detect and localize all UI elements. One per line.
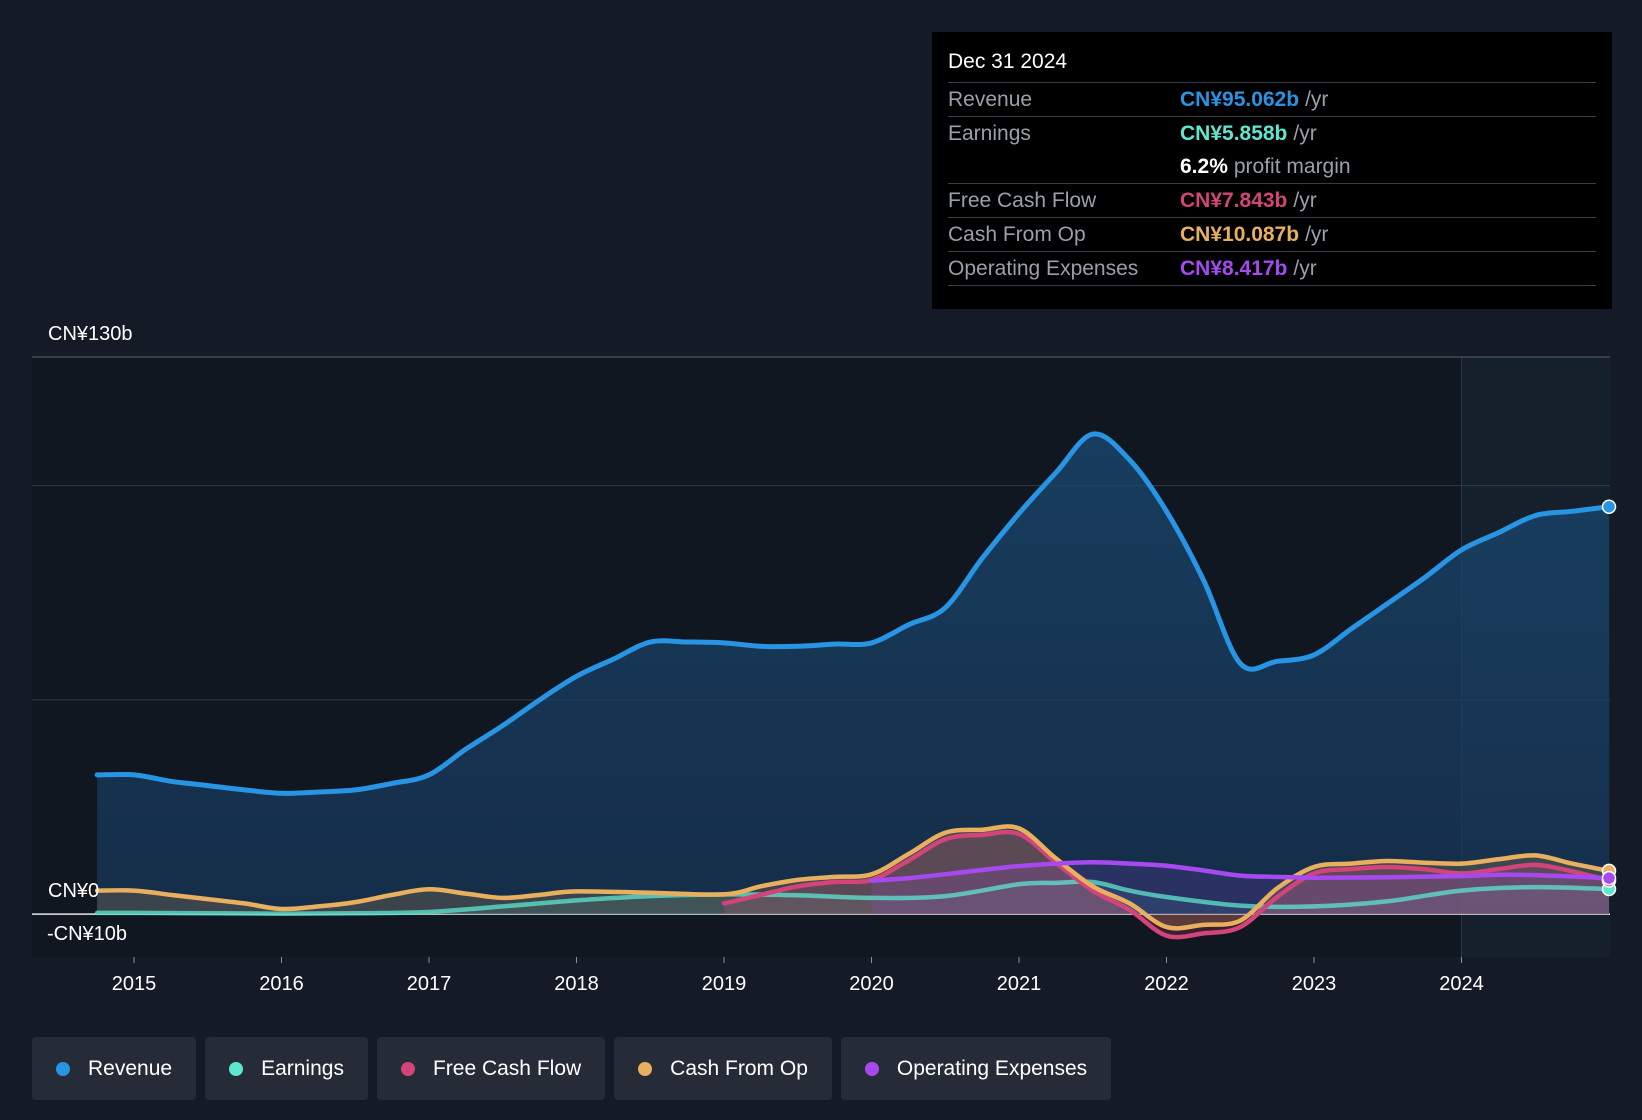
tooltip-row-value: 6.2% (1180, 154, 1228, 178)
x-tick-label: 2018 (554, 973, 599, 995)
legend-dot-icon (229, 1061, 244, 1076)
x-tick-label: 2023 (1292, 973, 1337, 995)
earnings-line[interactable] (94, 879, 1612, 916)
x-tick-label: 2017 (407, 973, 452, 995)
tooltip-row-label: Revenue (948, 87, 1033, 111)
x-tick-label: 2019 (702, 973, 747, 995)
tooltip-row: Earnings CN¥5.858b/yr (948, 116, 1596, 150)
legend-dot-icon (638, 1061, 653, 1076)
legend-dot-icon (56, 1061, 70, 1076)
tooltip-row-value: CN¥7.843b (1180, 188, 1288, 212)
tooltip-row-unit: /yr (1305, 222, 1329, 246)
legend-item-revenue[interactable]: Revenue (32, 1037, 197, 1100)
y-axis-zero-label: CN¥0 (48, 880, 99, 902)
legend-item-label: Operating Expenses (896, 1056, 1088, 1080)
x-tick-label: 2021 (997, 973, 1042, 995)
operating-expenses-line[interactable] (869, 860, 1612, 883)
tooltip-row-value: CN¥8.417b (1180, 256, 1288, 280)
revenue-area (97, 433, 1610, 915)
legend-item-cash-from-op[interactable]: Cash From Op (614, 1037, 832, 1100)
free-cash-flow-area (724, 831, 1609, 938)
tooltip-row-value: CN¥95.062b (1180, 87, 1300, 111)
legend-item-earnings[interactable]: Earnings (205, 1037, 368, 1100)
data-tooltip: Dec 31 2024 Revenue CN¥95.062b/yr Earnings… (932, 32, 1612, 309)
x-tick-label: 2020 (849, 973, 894, 995)
legend-item-operating-expenses[interactable]: Operating Expenses (840, 1037, 1112, 1100)
operating-expenses-end-marker (1601, 870, 1617, 886)
cash-from-op-line[interactable] (94, 824, 1612, 931)
tooltip-row: Revenue CN¥95.062b/yr (948, 82, 1596, 116)
tooltip-row-unit: /yr (1293, 121, 1317, 145)
legend-dot-icon (864, 1061, 879, 1076)
operating-expenses-area (871, 862, 1609, 915)
tooltip-row-unit: /yr (1293, 188, 1317, 212)
legend-item-label: Cash From Op (670, 1056, 808, 1080)
x-tick-label: 2016 (259, 973, 304, 995)
tooltip-row: 6.2% profit margin (948, 150, 1596, 183)
x-tick-label: 2022 (1144, 973, 1189, 995)
y-axis-top-label: CN¥130b (48, 323, 133, 345)
revenue-line[interactable] (94, 431, 1612, 796)
x-tick-label: 2024 (1439, 973, 1484, 995)
tooltip-row-unit: /yr (1305, 87, 1329, 111)
tooltip-row: Free Cash Flow CN¥7.843b/yr (948, 183, 1596, 217)
y-axis-bottom-label: -CN¥10b (47, 923, 127, 945)
legend-item-free-cash-flow[interactable]: Free Cash Flow (376, 1037, 606, 1100)
tooltip-date: Dec 31 2024 (948, 50, 1068, 73)
chart-legend: Revenue Earnings Free Cash Flow Cash From O… (32, 1037, 1112, 1100)
tooltip-row-value: CN¥5.858b (1180, 121, 1288, 145)
legend-item-label: Free Cash Flow (432, 1056, 582, 1080)
revenue-end-marker (1601, 499, 1617, 514)
x-tick-label: 2015 (112, 973, 157, 995)
tooltip-row-label: Free Cash Flow (948, 188, 1097, 212)
tooltip-row-label: Operating Expenses (948, 256, 1139, 280)
legend-item-label: Earnings (261, 1056, 344, 1080)
tooltip-row: Cash From Op CN¥10.087b/yr (948, 217, 1596, 251)
tooltip-row: Operating Expenses CN¥8.417b/yr (948, 251, 1596, 285)
legend-item-label: Revenue (88, 1056, 173, 1080)
tooltip-row-unit: /yr (1293, 256, 1317, 280)
tooltip-row-label: Earnings (948, 121, 1031, 145)
tooltip-row-value: CN¥10.087b (1180, 222, 1300, 246)
legend-dot-icon (400, 1061, 415, 1076)
tooltip-row-unit: profit margin (1233, 154, 1351, 178)
tooltip-row-label: Cash From Op (948, 222, 1086, 246)
